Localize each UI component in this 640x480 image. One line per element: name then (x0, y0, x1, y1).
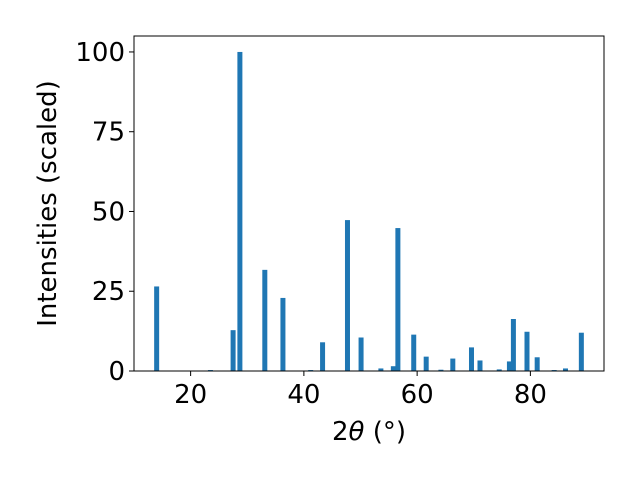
x-tick-label: 80 (514, 380, 547, 410)
x-axis-label: 2θ (°) (332, 417, 406, 447)
x-axis-ticks: 20 40 60 80 (174, 371, 547, 410)
bar (390, 366, 396, 371)
y-tick-label: 0 (108, 357, 125, 387)
bar (562, 368, 568, 371)
bar (477, 360, 483, 371)
bar (438, 369, 444, 371)
bar (423, 356, 429, 371)
bar (320, 342, 326, 371)
plot-frame (133, 35, 605, 372)
bar (237, 51, 243, 371)
bar (395, 228, 401, 371)
bar (496, 369, 502, 371)
bar (154, 286, 160, 371)
bar (468, 347, 474, 371)
x-tick-label: 20 (174, 380, 207, 410)
bar (510, 319, 516, 371)
bar (578, 332, 584, 371)
x-tick-label: 60 (401, 380, 434, 410)
bar (378, 368, 384, 371)
x-axis-label-unit: (°) (364, 417, 406, 447)
bar (262, 269, 268, 371)
bar (506, 361, 512, 371)
bar (344, 220, 350, 371)
bar (450, 358, 456, 371)
bar (411, 334, 417, 371)
y-tick-label: 25 (92, 277, 125, 307)
bar (534, 357, 540, 371)
bar (524, 331, 530, 371)
y-axis-ticks: 0 25 50 75 100 (75, 38, 134, 387)
bar (230, 330, 236, 371)
x-tick-label: 40 (287, 380, 320, 410)
y-tick-label: 75 (92, 118, 125, 148)
x-axis-label-prefix: 2 (332, 417, 349, 447)
y-tick-label: 50 (92, 197, 125, 227)
x-axis-label-symbol: θ (349, 417, 365, 447)
bar (280, 297, 286, 371)
y-axis-label: Intensities (scaled) (33, 80, 63, 327)
bars-group (154, 51, 584, 371)
y-tick-label: 100 (75, 38, 125, 68)
bar (358, 337, 364, 371)
